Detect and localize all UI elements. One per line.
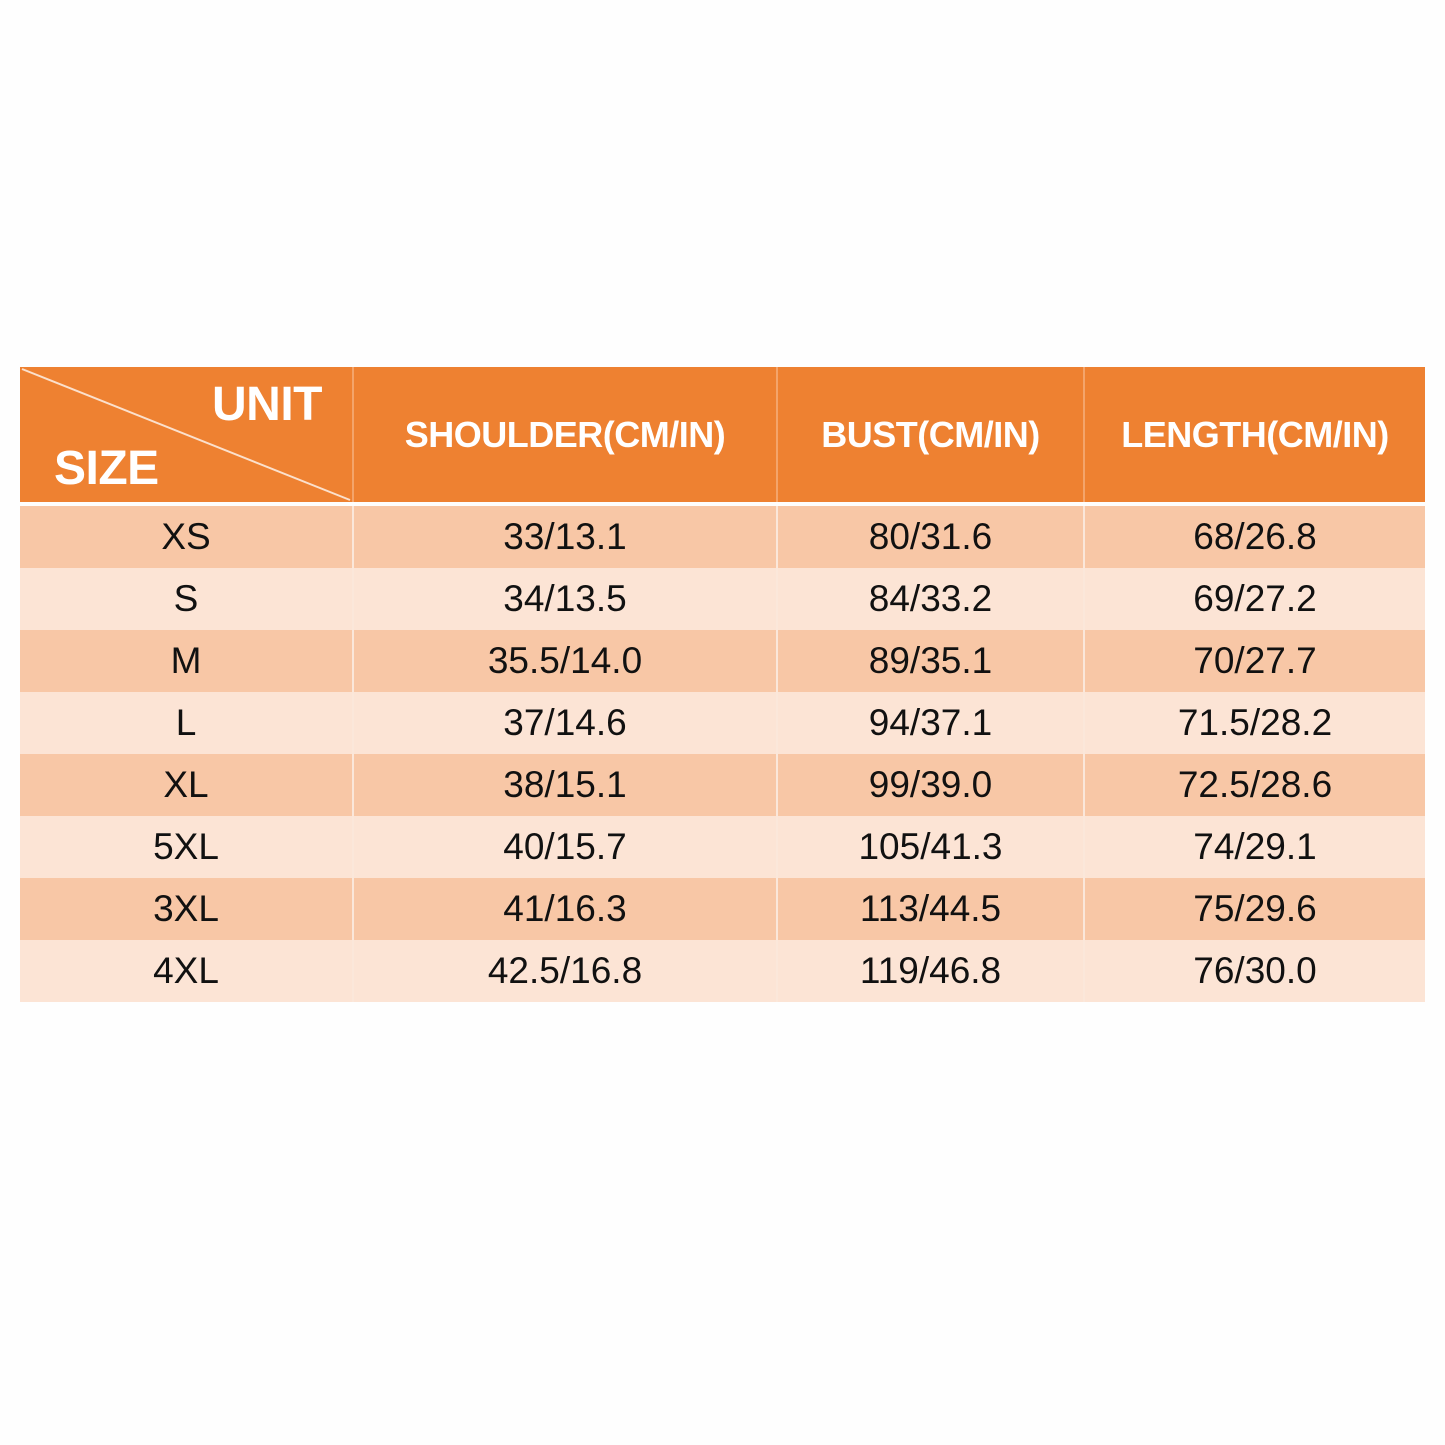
table-header: UNIT SIZE SHOULDER(CM/IN) BUST(CM/IN) LE… bbox=[20, 367, 1425, 502]
table-row: S 34/13.5 84/33.2 69/27.2 bbox=[20, 568, 1425, 630]
cell-bust: 119/46.8 bbox=[776, 940, 1083, 1002]
column-header-length: LENGTH(CM/IN) bbox=[1083, 367, 1425, 502]
cell-length: 71.5/28.2 bbox=[1083, 692, 1425, 754]
diagonal-divider bbox=[21, 368, 351, 501]
cell-bust: 99/39.0 bbox=[776, 754, 1083, 816]
cell-shoulder: 33/13.1 bbox=[352, 506, 776, 568]
cell-length: 70/27.7 bbox=[1083, 630, 1425, 692]
cell-shoulder: 34/13.5 bbox=[352, 568, 776, 630]
size-chart-table: UNIT SIZE SHOULDER(CM/IN) BUST(CM/IN) LE… bbox=[20, 367, 1425, 1002]
table-row: XS 33/13.1 80/31.6 68/26.8 bbox=[20, 506, 1425, 568]
table-row: L 37/14.6 94/37.1 71.5/28.2 bbox=[20, 692, 1425, 754]
cell-shoulder: 35.5/14.0 bbox=[352, 630, 776, 692]
cell-bust: 89/35.1 bbox=[776, 630, 1083, 692]
cell-size: 3XL bbox=[153, 888, 219, 929]
column-header-shoulder: SHOULDER(CM/IN) bbox=[352, 367, 776, 502]
cell-size: M bbox=[170, 640, 202, 681]
cell-shoulder: 42.5/16.8 bbox=[352, 940, 776, 1002]
cell-size: L bbox=[175, 702, 197, 743]
cell-shoulder: 41/16.3 bbox=[352, 878, 776, 940]
size-label: SIZE bbox=[54, 442, 159, 495]
cell-bust: 113/44.5 bbox=[776, 878, 1083, 940]
cell-length: 76/30.0 bbox=[1083, 940, 1425, 1002]
corner-header-cell: UNIT SIZE bbox=[20, 367, 352, 502]
cell-bust: 94/37.1 bbox=[776, 692, 1083, 754]
cell-shoulder: 37/14.6 bbox=[352, 692, 776, 754]
unit-label: UNIT bbox=[212, 378, 322, 431]
cell-size: 5XL bbox=[153, 826, 219, 867]
cell-size: XL bbox=[163, 764, 209, 805]
cell-shoulder: 38/15.1 bbox=[352, 754, 776, 816]
cell-size: 4XL bbox=[153, 950, 219, 991]
table-body: XS 33/13.1 80/31.6 68/26.8 S 34/13.5 84/33.2 69… bbox=[20, 506, 1425, 1002]
cell-bust: 105/41.3 bbox=[776, 816, 1083, 878]
table-row: M 35.5/14.0 89/35.1 70/27.7 bbox=[20, 630, 1425, 692]
cell-length: 74/29.1 bbox=[1083, 816, 1425, 878]
column-header-bust: BUST(CM/IN) bbox=[776, 367, 1083, 502]
table-row: 4XL 42.5/16.8 119/46.8 76/30.0 bbox=[20, 940, 1425, 1002]
cell-bust: 80/31.6 bbox=[776, 506, 1083, 568]
cell-size: XS bbox=[161, 516, 211, 557]
cell-length: 72.5/28.6 bbox=[1083, 754, 1425, 816]
cell-shoulder: 40/15.7 bbox=[352, 816, 776, 878]
cell-bust: 84/33.2 bbox=[776, 568, 1083, 630]
cell-length: 75/29.6 bbox=[1083, 878, 1425, 940]
cell-size: S bbox=[173, 578, 199, 619]
cell-length: 68/26.8 bbox=[1083, 506, 1425, 568]
table-row: XL 38/15.1 99/39.0 72.5/28.6 bbox=[20, 754, 1425, 816]
table-row: 5XL 40/15.7 105/41.3 74/29.1 bbox=[20, 816, 1425, 878]
cell-length: 69/27.2 bbox=[1083, 568, 1425, 630]
table-row: 3XL 41/16.3 113/44.5 75/29.6 bbox=[20, 878, 1425, 940]
